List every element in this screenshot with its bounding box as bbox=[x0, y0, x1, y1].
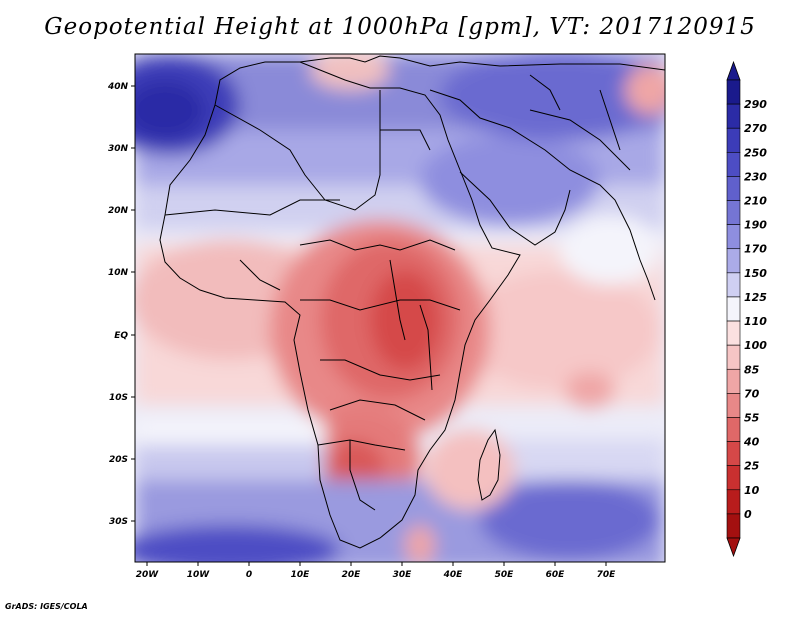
colorbar-label: 125 bbox=[744, 291, 767, 304]
lon-tick-label: 40E bbox=[443, 570, 464, 580]
colorbar-label: 170 bbox=[744, 243, 767, 256]
colorbar-swatch bbox=[726, 127, 741, 153]
lat-tick-label: 30S bbox=[109, 517, 128, 527]
colorbar-swatch bbox=[726, 176, 741, 201]
geopotential-field bbox=[135, 54, 665, 562]
colorbar-swatch bbox=[726, 344, 741, 370]
colorbar-label: 55 bbox=[744, 411, 760, 424]
map-frame bbox=[134, 53, 666, 563]
colorbar-swatch bbox=[726, 224, 741, 250]
lat-tick-label: 30N bbox=[108, 144, 129, 154]
lat-tick-label: 10N bbox=[108, 268, 129, 278]
lon-axis: 20W 10W 0 10E 20E 30E 40E 50E 60E 70E bbox=[136, 562, 616, 580]
colorbar-label: 230 bbox=[744, 170, 767, 183]
colorbar-max-arrow bbox=[726, 60, 741, 81]
colorbar-label: 110 bbox=[744, 315, 767, 328]
colorbar-swatch bbox=[726, 79, 741, 105]
colorbar-label: 290 bbox=[744, 98, 767, 111]
colorbar-swatch bbox=[726, 200, 741, 225]
lon-tick-label: 10W bbox=[187, 570, 211, 580]
lon-tick-label: 50E bbox=[495, 570, 515, 580]
colorbar-swatch bbox=[726, 272, 741, 298]
colorbar-label: 100 bbox=[744, 339, 767, 352]
colorbar-label: 0 bbox=[744, 508, 752, 521]
colorbar-swatch bbox=[726, 368, 741, 394]
colorbar-swatch bbox=[726, 513, 741, 539]
colorbar-swatch bbox=[726, 441, 741, 466]
colorbar-label: 25 bbox=[744, 460, 760, 473]
colorbar-swatch bbox=[726, 393, 741, 418]
colorbar-label: 250 bbox=[744, 146, 767, 159]
colorbar-swatch bbox=[726, 489, 741, 515]
lon-tick-label: 0 bbox=[246, 570, 252, 580]
lat-axis: 40N 30N 20N 10N EQ 10S 20S 30S bbox=[107, 82, 135, 527]
colorbar-swatch bbox=[726, 296, 741, 322]
colorbar-label: 150 bbox=[744, 267, 767, 280]
lat-tick-label: 20S bbox=[109, 455, 128, 465]
colorbar-swatch bbox=[726, 103, 741, 129]
colorbar-label: 10 bbox=[744, 484, 760, 497]
lat-tick-label: EQ bbox=[114, 331, 128, 341]
lon-tick-label: 60E bbox=[546, 570, 566, 580]
grads-credit: GrADS: IGES/COLA bbox=[5, 602, 88, 611]
lon-tick-label: 30E bbox=[393, 570, 413, 580]
colorbar-label: 210 bbox=[744, 195, 767, 208]
colorbar-label: 270 bbox=[744, 122, 767, 135]
colorbar-swatch bbox=[726, 320, 741, 346]
lat-tick-label: 10S bbox=[109, 393, 128, 403]
lat-tick-label: 20N bbox=[108, 206, 129, 216]
colorbar-swatch bbox=[726, 465, 741, 491]
colorbar-label: 70 bbox=[744, 387, 760, 400]
lon-tick-label: 20W bbox=[136, 570, 160, 580]
coastlines bbox=[159, 55, 665, 549]
colorbar-label: 190 bbox=[744, 219, 767, 232]
colorbar-label: 85 bbox=[744, 363, 760, 376]
lon-tick-label: 70E bbox=[597, 570, 617, 580]
colorbar-swatch bbox=[726, 417, 741, 442]
colorbar-swatch bbox=[726, 152, 741, 177]
lon-tick-label: 10E bbox=[291, 570, 311, 580]
map-title: Geopotential Height at 1000hPa [gpm], VT… bbox=[44, 14, 756, 40]
colorbar-swatch bbox=[726, 248, 741, 274]
colorbar-label: 40 bbox=[743, 436, 760, 449]
lon-tick-label: 20E bbox=[342, 570, 362, 580]
colorbar-min-arrow bbox=[726, 537, 741, 558]
lat-tick-label: 40N bbox=[107, 82, 129, 92]
